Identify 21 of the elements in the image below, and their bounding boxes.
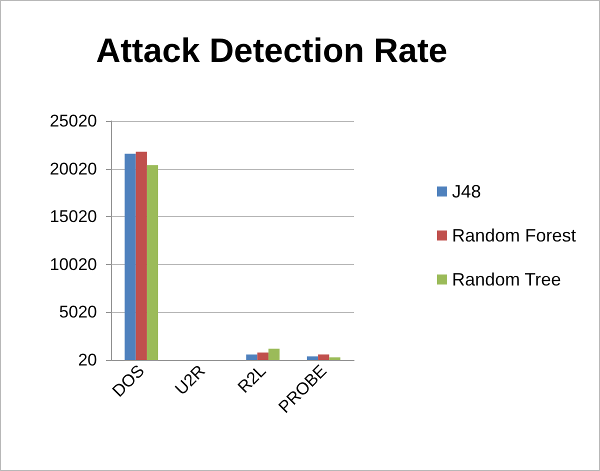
x-tick-label: R2L (234, 361, 270, 397)
y-tick-label: 20 (78, 350, 97, 370)
bar (268, 348, 280, 360)
bar (318, 354, 330, 360)
y-tick-label: 15020 (50, 207, 97, 226)
legend-label: J48 (452, 182, 481, 202)
chart-title: Attack Detection Rate (96, 32, 448, 70)
legend-label: Random Forest (452, 226, 576, 246)
legend-label: Random Tree (452, 270, 562, 290)
bar (329, 357, 340, 360)
y-tick-label: 5020 (59, 302, 97, 322)
bar (246, 354, 258, 360)
bar (124, 154, 136, 360)
bar (146, 165, 158, 360)
y-tick-label: 25020 (50, 112, 97, 130)
y-tick-label: 10020 (50, 254, 97, 274)
bar (306, 356, 318, 360)
bar (257, 352, 268, 360)
y-tick-label: 20020 (50, 159, 97, 178)
x-tick-label: U2R (171, 361, 209, 399)
bar (136, 152, 147, 360)
